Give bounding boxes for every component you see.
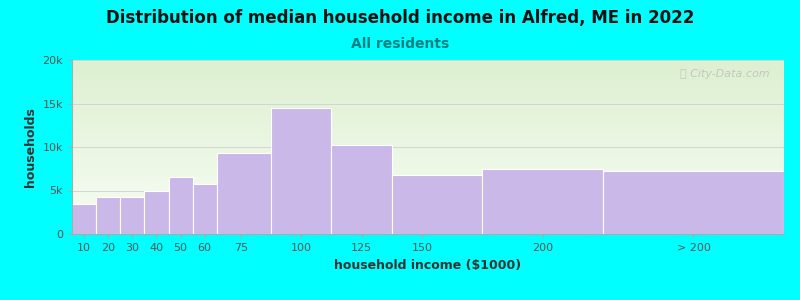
Bar [217, 153, 271, 234]
Bar [271, 108, 331, 234]
Bar [193, 184, 217, 234]
Text: Distribution of median household income in Alfred, ME in 2022: Distribution of median household income … [106, 9, 694, 27]
Bar [482, 169, 603, 234]
Bar [145, 190, 169, 234]
Bar [96, 197, 120, 234]
Bar [72, 203, 96, 234]
Bar [603, 171, 784, 234]
Bar [120, 196, 145, 234]
Text: ⓘ City-Data.com: ⓘ City-Data.com [680, 69, 770, 79]
Text: All residents: All residents [351, 38, 449, 52]
Bar [331, 145, 392, 234]
Bar [169, 177, 193, 234]
Bar [392, 175, 482, 234]
Y-axis label: households: households [24, 107, 37, 187]
X-axis label: household income ($1000): household income ($1000) [334, 259, 522, 272]
